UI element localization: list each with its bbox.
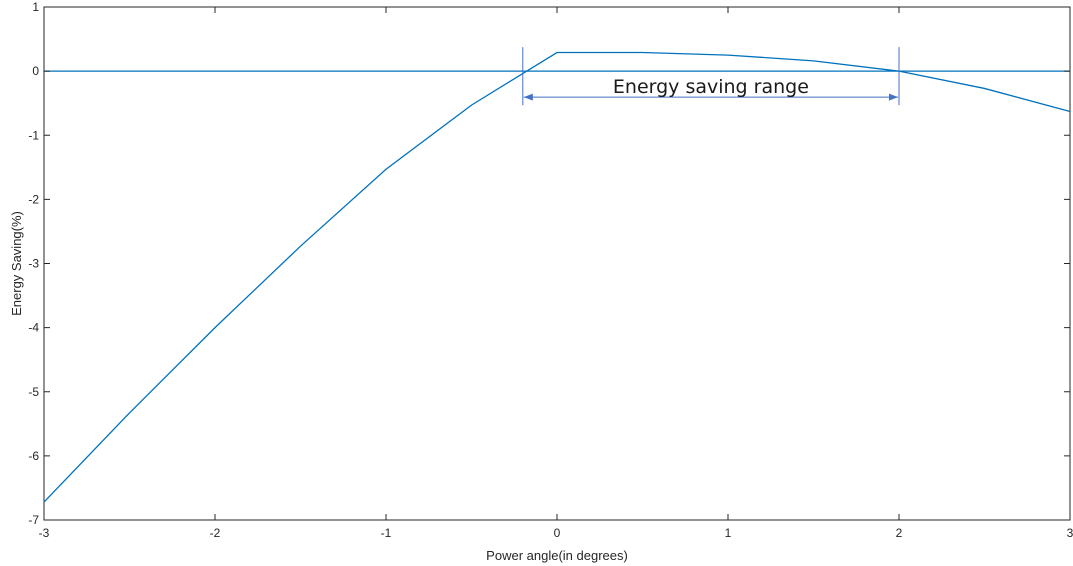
x-tick-label: 2 — [896, 526, 903, 540]
range-arrow-left — [523, 93, 533, 101]
y-tick-label: 1 — [32, 0, 39, 14]
y-tick-label: -6 — [28, 449, 39, 463]
y-tick-label: -2 — [28, 192, 39, 206]
x-tick-label: -1 — [381, 526, 392, 540]
x-tick-label: -2 — [210, 526, 221, 540]
x-tick-label: 0 — [554, 526, 561, 540]
range-arrow-right — [889, 93, 898, 101]
x-tick-label: 3 — [1067, 526, 1073, 540]
plot-frame — [43, 6, 1071, 521]
y-tick-label: -7 — [28, 513, 39, 527]
y-axis-label: Energy Saving(%) — [9, 211, 24, 316]
plot-area — [43, 6, 1071, 521]
series-line — [43, 51, 1071, 503]
x-axis-label: Power angle(in degrees) — [486, 548, 628, 563]
x-tick-label: -3 — [39, 526, 50, 540]
x-tick-label: 1 — [725, 526, 732, 540]
y-tick-label: -5 — [28, 385, 39, 399]
y-tick-label: -3 — [28, 257, 39, 271]
y-axis-ticks: -7 -6 -5 -4 -3 -2 -1 0 1 — [28, 0, 1070, 527]
series-layer — [43, 51, 1071, 503]
y-tick-label: 0 — [32, 64, 39, 78]
y-tick-label: -4 — [28, 321, 39, 335]
x-axis-ticks: -3 -2 -1 0 1 2 3 — [39, 7, 1073, 540]
y-tick-label: -1 — [28, 128, 39, 142]
annotation: Energy saving range — [522, 47, 900, 106]
range-annotation-label: Energy saving range — [613, 76, 809, 98]
